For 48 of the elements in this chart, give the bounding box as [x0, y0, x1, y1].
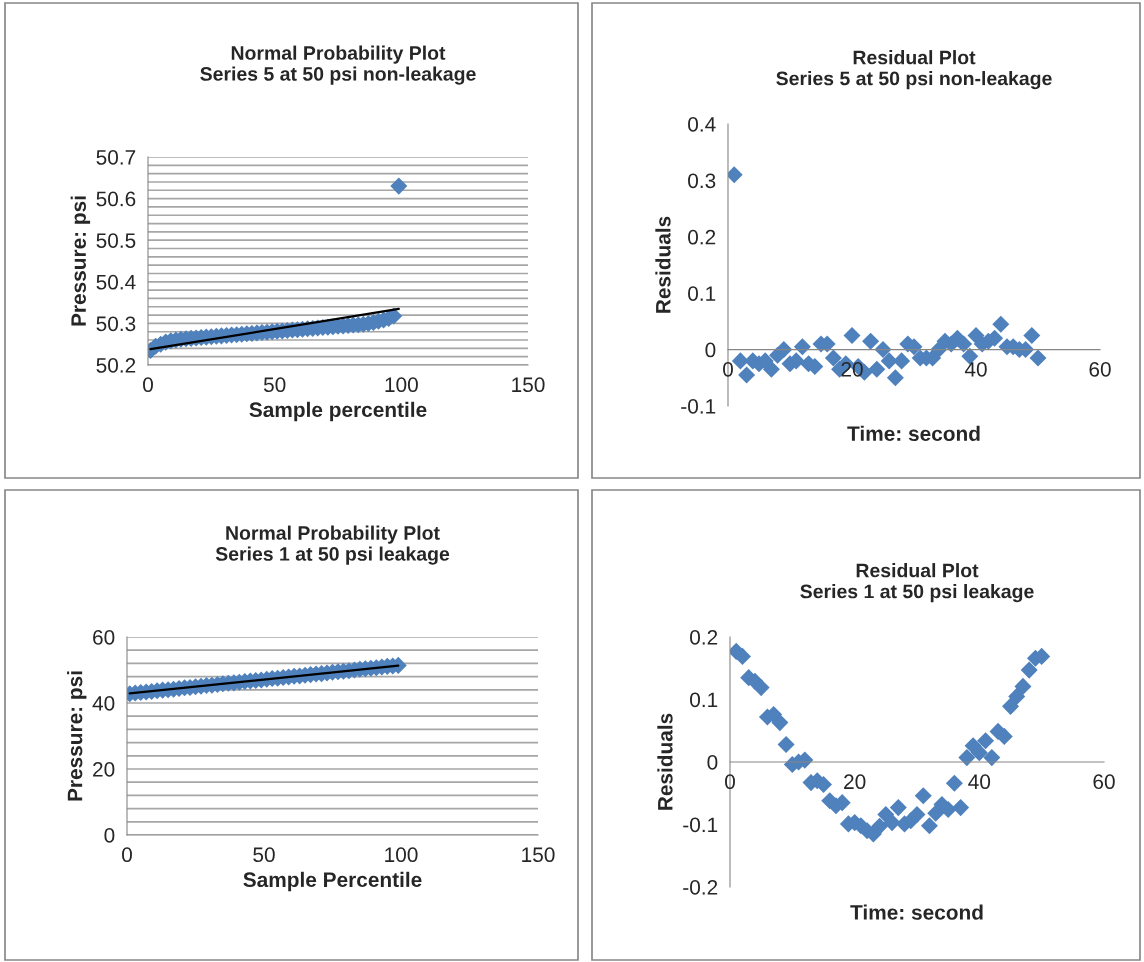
y-tick-label: 50.5	[96, 233, 136, 248]
x-axis-title: Time: second	[850, 904, 983, 920]
y-tick-label: 0.2	[688, 229, 716, 245]
y-axis-title: Pressure: psi	[70, 196, 91, 326]
x-tick-label: 20	[844, 774, 866, 790]
x-axis-title: Sample Percentile	[243, 871, 422, 892]
y-tick-label: -0.2	[683, 880, 718, 895]
x-tick-label: 60	[1089, 361, 1111, 377]
x-tick-label: 100	[385, 847, 418, 863]
x-tick-label: 60	[1093, 774, 1115, 790]
x-tick-label: 0	[143, 377, 153, 393]
y-tick-label: 0.1	[690, 692, 718, 708]
x-tick-label: 150	[522, 847, 555, 863]
chart-title: Residual Plot Series 5 at 50 psi non-leakage	[776, 50, 1052, 90]
x-tick-label: 50	[263, 377, 286, 393]
x-tick-label: 40	[964, 361, 987, 377]
y-tick-label: 0	[104, 828, 115, 843]
y-axis-title: Residuals	[655, 216, 671, 313]
x-axis-title: Time: second	[847, 425, 980, 442]
chart-title: Residual Plot Series 1 at 50 psi leakage	[800, 563, 1034, 603]
x-tick-label: 40	[968, 774, 991, 790]
y-tick-label: 0	[707, 755, 718, 770]
y-tick-label: 0.2	[690, 630, 718, 645]
x-tick-label: 50	[253, 847, 275, 863]
y-axis-title: Residuals	[657, 713, 673, 810]
y-axis-title: Pressure: psi	[67, 671, 87, 801]
y-tick-label: 60	[93, 630, 115, 645]
y-tick-label: 50.4	[96, 274, 136, 290]
y-tick-label: 50.2	[96, 358, 136, 373]
y-tick-label: 0.1	[688, 286, 716, 301]
x-tick-label: 150	[512, 377, 545, 393]
y-tick-label: 20	[93, 762, 115, 777]
y-tick-label: 0	[705, 342, 716, 358]
x-tick-label: 0	[725, 774, 735, 790]
x-axis-title: Sample percentile	[249, 401, 427, 422]
y-tick-label: 50.3	[96, 316, 136, 332]
x-tick-label: 0	[723, 361, 733, 377]
y-tick-label: 40	[92, 696, 115, 711]
y-tick-label: -0.1	[683, 817, 718, 833]
y-tick-label: 0.4	[688, 117, 716, 132]
y-tick-label: 0.3	[688, 173, 716, 189]
chart-title: Normal Probability Plot Series 1 at 50 psi leakage	[215, 525, 450, 565]
x-tick-label: 100	[385, 377, 418, 393]
y-tick-label: 50.7	[96, 150, 136, 165]
y-tick-label: 50.6	[96, 191, 136, 207]
x-tick-label: 20	[841, 361, 863, 377]
chart-title: Normal Probability Plot Series 5 at 50 psi non-leakage	[200, 45, 476, 85]
y-tick-label: -0.1	[681, 399, 716, 414]
